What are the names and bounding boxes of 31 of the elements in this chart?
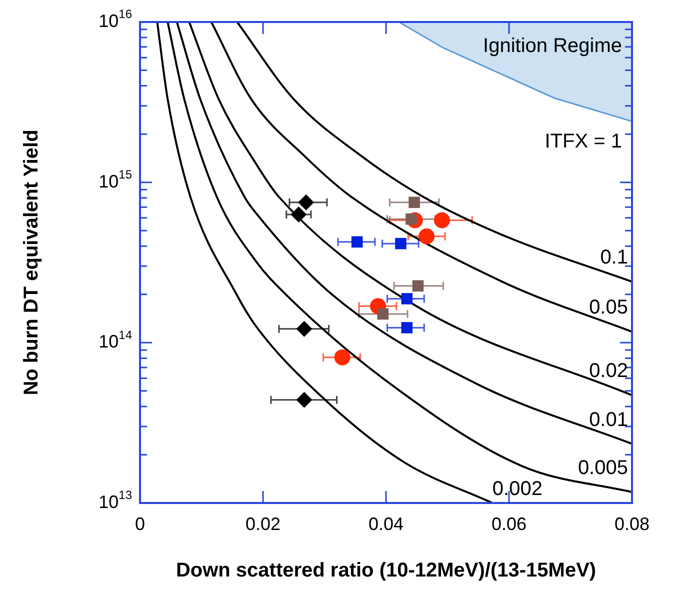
line-series bbox=[236, 22, 632, 283]
x-tick-label: 0.04 bbox=[368, 514, 404, 534]
point bbox=[401, 293, 413, 304]
series-label: 0.01 bbox=[589, 408, 628, 431]
point bbox=[434, 212, 450, 228]
series-label: 0.05 bbox=[589, 296, 628, 319]
point bbox=[296, 320, 312, 337]
point bbox=[298, 194, 314, 210]
line-series bbox=[210, 22, 632, 333]
series-label: ITFX = 1 bbox=[544, 130, 622, 152]
series-label: 0.002 bbox=[492, 478, 542, 500]
series-label: 0.02 bbox=[589, 360, 628, 382]
point bbox=[401, 322, 413, 334]
point bbox=[290, 206, 307, 223]
point bbox=[418, 228, 435, 244]
y-axis-title: No burn DT equivalent Yield bbox=[20, 130, 43, 396]
x-tick-label: 0.02 bbox=[245, 514, 281, 534]
point bbox=[377, 308, 389, 320]
annotation: Ignition Regime bbox=[483, 35, 622, 57]
point bbox=[351, 236, 363, 248]
x-axis-title: Down scattered ratio (10-12MeV)/(13-15MeV) bbox=[176, 560, 596, 582]
x-tick-label: 0.06 bbox=[491, 514, 527, 534]
x-tick-label: 0.08 bbox=[614, 514, 650, 534]
point bbox=[395, 238, 406, 250]
series-label: 0.1 bbox=[600, 246, 628, 269]
x-tick-label: 0 bbox=[134, 514, 146, 534]
point bbox=[408, 196, 420, 208]
series-label: 0.005 bbox=[578, 457, 628, 480]
point bbox=[334, 349, 350, 366]
point bbox=[412, 280, 424, 292]
point bbox=[296, 392, 312, 408]
